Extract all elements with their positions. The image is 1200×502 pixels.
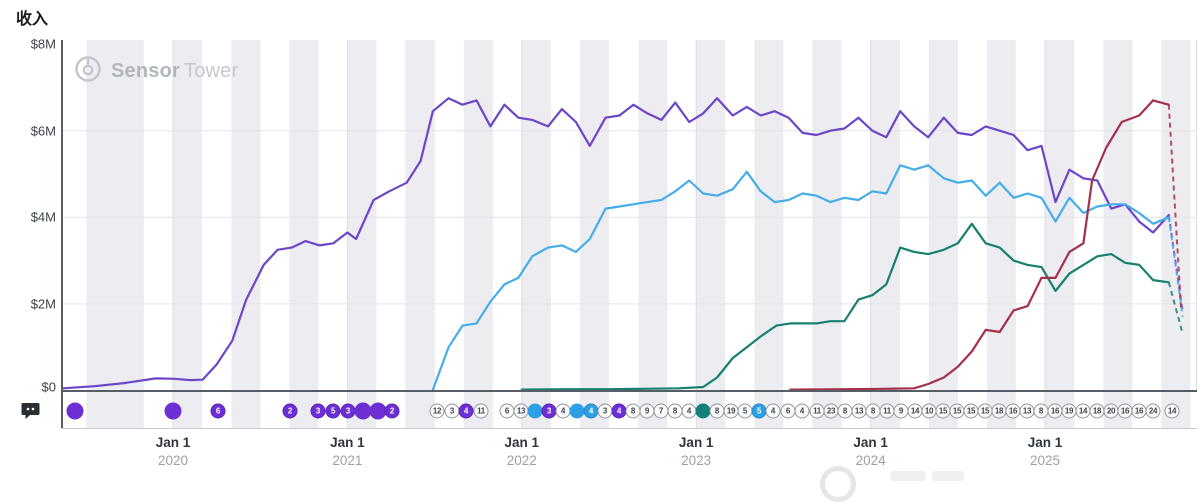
event-marker-count[interactable]: 3 [597,403,613,419]
event-marker-count[interactable]: 8 [709,403,725,419]
event-marker-dot[interactable] [66,402,84,420]
event-marker-count[interactable]: 3 [310,403,326,419]
event-marker-count[interactable]: 16 [1131,403,1147,419]
event-marker-count[interactable]: 15 [963,403,979,419]
x-tick-label-2021: Jan 1 2021 [302,434,392,470]
event-marker-count[interactable]: 23 [823,403,839,419]
x-tick-year: 2024 [855,453,886,469]
event-marker-count[interactable]: 4 [583,403,599,419]
event-marker-count[interactable]: 3 [444,403,460,419]
page-title: 收入 [16,11,49,28]
cyan-app-revenue-line[interactable] [431,164,1170,391]
event-marker-count[interactable]: 7 [653,403,669,419]
x-tick-label-2020: Jan 1 2020 [128,434,218,470]
x-tick-month: Jan 1 [155,435,191,450]
x-tick-label-2025: Jan 1 2025 [1000,434,1090,470]
x-tick-month: Jan 1 [853,435,888,450]
crimson-app-revenue-line[interactable] [789,99,1170,391]
plot-background-stripes [63,40,1196,428]
teal-app-revenue-line[interactable] [520,222,1170,391]
event-marker-count[interactable]: 15 [977,403,993,419]
annotation-bubble-icon[interactable] [21,402,40,425]
y-tick-label: $2M [30,296,56,312]
event-marker-count[interactable]: 11 [879,403,895,419]
purple-app-revenue-line[interactable] [61,97,1170,390]
x-tick-month: Jan 1 [1027,435,1063,450]
event-marker-count[interactable]: 14 [907,403,923,419]
event-marker-count[interactable]: 6 [780,403,796,419]
event-marker-count[interactable]: 18 [991,403,1007,419]
event-marker-count[interactable]: 3 [541,403,557,419]
event-marker-count[interactable]: 8 [837,403,853,419]
event-marker-count[interactable]: 13 [851,403,867,419]
event-marker-dot[interactable] [569,403,585,419]
event-marker-count[interactable]: 11 [473,403,489,419]
x-tick-year: 2022 [506,453,537,469]
y-tick-label: $6M [30,123,56,139]
x-tick-year: 2025 [1029,453,1061,469]
event-marker-count[interactable]: 2 [384,403,400,419]
x-tick-label-2024: Jan 1 2024 [826,434,916,470]
x-tick-month: Jan 1 [504,435,540,450]
crimson-app-revenue-projection-dashed [1167,104,1182,309]
x-tick-year: 2023 [681,453,712,469]
event-marker-count[interactable]: 13 [513,403,529,419]
event-marker-count[interactable]: 16 [1117,403,1133,419]
y-tick-label: $8M [30,36,56,52]
event-marker-count[interactable]: 18 [1089,403,1105,419]
event-marker-count[interactable]: 15 [949,403,965,419]
event-marker-dot[interactable] [695,403,711,419]
event-marker-count[interactable]: 6 [210,403,226,419]
event-marker-dot[interactable] [354,402,372,420]
event-marker-count[interactable]: 10 [921,403,937,419]
event-marker-count[interactable]: 6 [499,403,515,419]
event-marker-count[interactable]: 3 [340,403,356,419]
revenue-line-chart [61,40,1196,428]
event-marker-count[interactable]: 14 [1075,403,1091,419]
event-marker-count[interactable]: 5 [737,403,753,419]
x-tick-month: Jan 1 [678,435,714,450]
event-marker-count[interactable]: 14 [1164,403,1180,419]
event-marker-count[interactable]: 19 [1061,403,1077,419]
event-marker-count[interactable]: 2 [282,403,298,419]
event-marker-count[interactable]: 4 [555,403,571,419]
event-marker-count[interactable]: 8 [1033,403,1049,419]
event-marker-count[interactable]: 9 [639,403,655,419]
event-marker-count[interactable]: 5 [325,403,341,419]
y-tick-label: $0 [41,379,56,394]
event-row-border [61,428,1197,429]
event-marker-count[interactable]: 8 [865,403,881,419]
x-axis-line [61,390,1197,392]
event-marker-count[interactable]: 4 [681,403,697,419]
event-marker-count[interactable]: 15 [935,403,951,419]
event-marker-dot[interactable] [369,402,387,420]
event-marker-count[interactable]: 8 [667,403,683,419]
event-marker-count[interactable]: 8 [625,403,641,419]
event-marker-count[interactable]: 5 [751,403,767,419]
cyan-app-revenue-projection-dashed [1167,217,1184,318]
event-marker-dot[interactable] [164,402,182,420]
x-tick-label-2022: Jan 1 2022 [477,434,567,470]
x-tick-label-2023: Jan 1 2023 [651,434,741,470]
event-marker-count[interactable]: 16 [1047,403,1063,419]
plot-right-border [1196,40,1197,391]
x-tick-year: 2020 [157,453,189,469]
event-marker-count[interactable]: 12 [429,403,445,419]
event-marker-count[interactable]: 24 [1145,403,1161,419]
event-marker-count[interactable]: 4 [794,403,810,419]
y-tick-label: $4M [30,209,56,225]
event-marker-count[interactable]: 9 [893,403,909,419]
event-marker-count[interactable]: 11 [809,403,825,419]
event-marker-count[interactable]: 19 [723,403,739,419]
x-tick-month: Jan 1 [330,435,365,450]
event-marker-count[interactable]: 4 [765,403,781,419]
event-marker-count[interactable]: 20 [1103,403,1119,419]
event-marker-dot[interactable] [527,403,543,419]
event-marker-count[interactable]: 4 [458,403,474,419]
x-tick-year: 2021 [332,453,363,469]
event-marker-count[interactable]: 4 [611,403,627,419]
event-marker-count[interactable]: 13 [1019,403,1035,419]
event-marker-count[interactable]: 16 [1005,403,1021,419]
y-axis-line [61,40,63,428]
